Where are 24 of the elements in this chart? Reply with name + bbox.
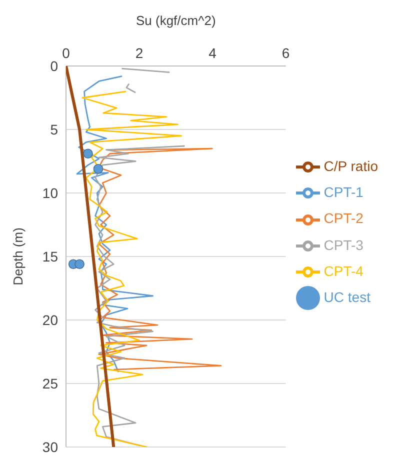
point: [93, 164, 104, 174]
x-tick-label: 4: [208, 45, 217, 61]
y-tick-label: 15: [42, 248, 58, 264]
x-tick-label: 0: [62, 45, 70, 61]
y-tick-label: 5: [50, 121, 58, 138]
y-tick-label: 20: [42, 312, 58, 328]
x-tick-label: 6: [282, 45, 290, 61]
y-tick-label: 10: [42, 184, 58, 201]
legend-label: CPT-2: [324, 210, 364, 226]
line-series: [82, 90, 182, 447]
y-tick-label: 30: [42, 438, 58, 455]
point: [74, 259, 84, 270]
legend-label: CPT-3: [324, 236, 364, 252]
x-tick-label: 2: [135, 45, 144, 61]
x-axis-title: Su (kgf/cm^2): [136, 13, 216, 28]
y-tick-label: 0: [50, 58, 58, 74]
line-series: [76, 75, 154, 373]
legend-label: C/P ratio: [324, 158, 378, 174]
legend-label: CPT-4: [324, 262, 364, 279]
y-tick-label: 25: [42, 375, 58, 392]
legend-label: UC test: [324, 289, 370, 306]
legend-label: CPT-1: [324, 184, 364, 200]
y-axis-title: Depth (m): [10, 228, 26, 286]
point: [83, 148, 93, 159]
